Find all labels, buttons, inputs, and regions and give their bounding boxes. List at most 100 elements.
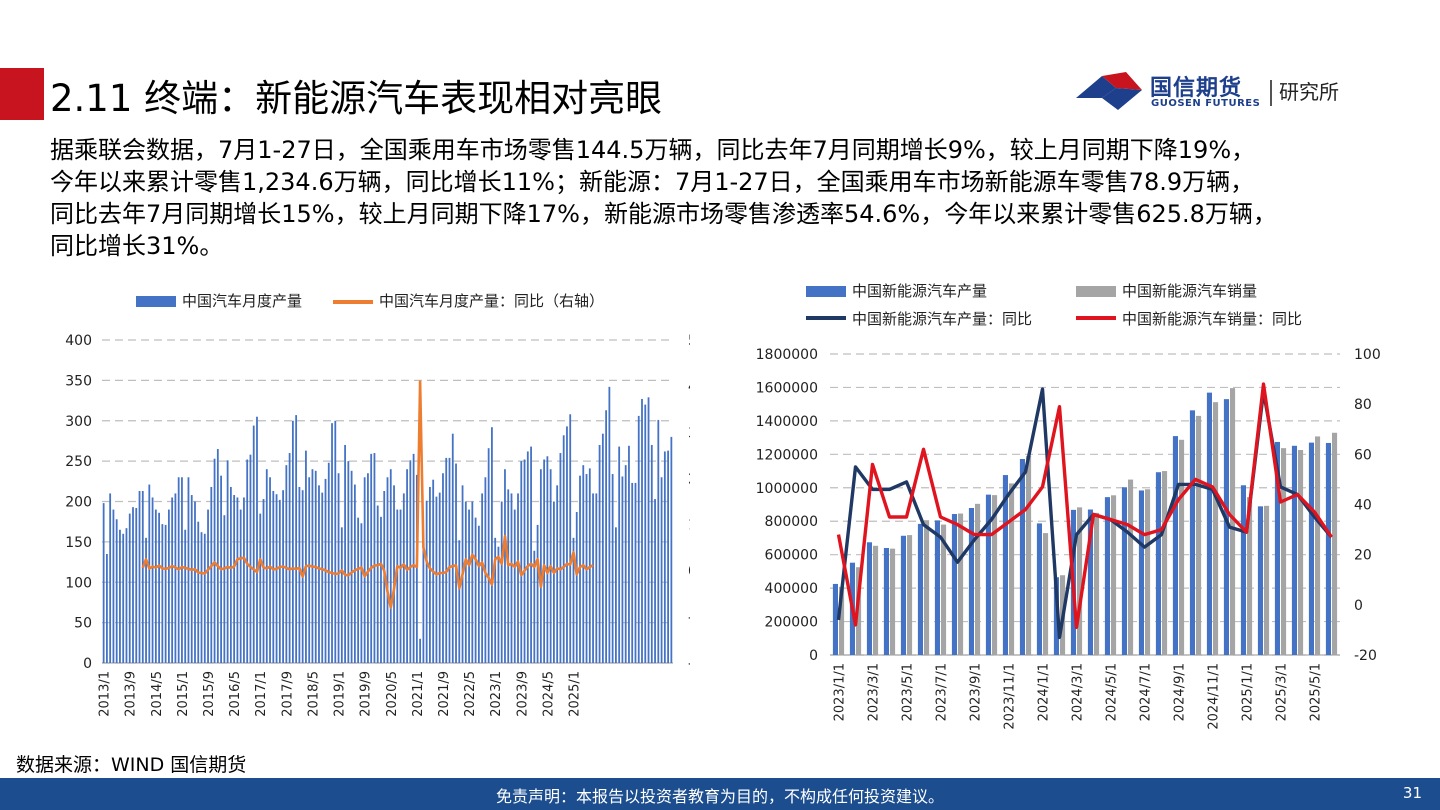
production-bar — [154, 509, 157, 663]
production-bar — [641, 398, 643, 663]
production-bar — [158, 512, 160, 663]
y-right-tick-label: 20 — [1354, 548, 1372, 564]
y-right-tick-label: -20 — [1354, 648, 1377, 664]
production-bar — [523, 459, 526, 663]
nev-production-bar — [1308, 442, 1314, 655]
production-bar — [321, 492, 324, 663]
production-bar — [487, 448, 490, 663]
production-bar — [380, 516, 382, 663]
production-bar — [660, 477, 663, 663]
production-bar — [194, 501, 196, 663]
nev-sales-bar — [941, 524, 947, 655]
production-bar — [167, 509, 170, 663]
x-tick-label: 2024/5/1 — [1105, 663, 1120, 721]
production-bar — [184, 529, 187, 663]
production-bar — [406, 469, 408, 663]
footer-bar: 免责声明：本报告以投资者教育为目的，不构成任何投资建议。 31 — [0, 778, 1440, 810]
production-bar — [200, 532, 203, 663]
production-bar — [275, 494, 278, 663]
legend-label-production: 中国汽车月度产量 — [182, 292, 302, 310]
production-bar — [621, 476, 624, 663]
legend-label-nev-production-yoy: 中国新能源汽车产量：同比 — [852, 310, 1032, 328]
production-bar — [122, 533, 125, 663]
nev-sales-bar — [1230, 388, 1236, 655]
nev-production-bar — [883, 547, 889, 655]
production-bar — [148, 484, 151, 663]
production-bar — [132, 507, 134, 663]
production-bar — [386, 477, 389, 663]
production-bar — [376, 505, 379, 663]
summary-line: 同比去年7月同期增长15%，较上月同期下降17%，新能源市场零售渗透率54.6%… — [50, 200, 1277, 228]
x-tick-label: 2023/9/1 — [969, 663, 984, 721]
production-bar — [269, 477, 271, 663]
production-bar — [331, 423, 333, 663]
production-bar — [601, 433, 604, 663]
y-right-tick-label: 100 — [1354, 347, 1381, 363]
production-bar — [262, 499, 265, 663]
production-bar — [119, 529, 121, 663]
production-bar — [647, 397, 650, 663]
nev-production-bar — [951, 514, 957, 655]
legend-swatch-production-bar — [136, 296, 176, 307]
x-tick-label: 2025/1/1 — [1241, 663, 1256, 721]
production-bar — [135, 507, 138, 663]
x-tick-label: 2019/9 — [359, 671, 374, 717]
production-bar — [634, 482, 637, 663]
page-title: 2.11 终端：新能源汽车表现相对亮眼 — [50, 77, 663, 120]
production-bar — [115, 519, 118, 663]
nev-sales-bar — [1247, 497, 1253, 655]
production-bar — [197, 521, 200, 663]
y-left-tick-label: 1400000 — [756, 414, 818, 430]
production-bar — [477, 525, 480, 663]
nev-sales-bar — [992, 495, 998, 655]
x-tick-label: 2015/9 — [202, 671, 217, 717]
x-tick-label: 2022/5 — [463, 671, 478, 717]
production-bar — [464, 501, 467, 663]
nev-production-bar — [832, 583, 838, 655]
production-bar — [353, 484, 356, 663]
nev-sales-bar — [1111, 495, 1117, 655]
data-source: 数据来源：WIND 国信期货 — [16, 754, 247, 776]
y-left-tick-label: 400 — [65, 333, 92, 349]
production-bar — [305, 450, 307, 663]
production-bar — [236, 497, 239, 663]
summary-line: 据乘联会数据，7月1-27日，全国乘用车市场零售144.5万辆，同比去年7月同期… — [50, 136, 1256, 164]
production-bar — [288, 453, 291, 663]
nev-production-bar — [1138, 490, 1144, 655]
y-left-tick-label: 100 — [65, 575, 92, 591]
production-bar — [605, 410, 608, 663]
nev-sales-bar — [907, 535, 913, 655]
production-bar — [654, 499, 656, 663]
nev-production-bar — [1223, 399, 1229, 655]
production-bar — [393, 485, 395, 663]
production-bar — [213, 458, 216, 663]
production-bar — [533, 550, 536, 663]
x-tick-label: 2024/7/1 — [1139, 663, 1154, 721]
nev-production-bar — [1087, 509, 1093, 655]
production-bar — [618, 446, 621, 663]
x-tick-label: 2021/1 — [411, 671, 426, 717]
x-tick-label: 2023/9 — [515, 671, 530, 717]
production-bar — [650, 444, 653, 663]
production-bar — [334, 420, 337, 663]
nev-sales-bar — [890, 548, 896, 655]
y-right-tick-label: 0 — [688, 564, 690, 580]
production-bar — [367, 473, 369, 663]
production-bar — [181, 477, 183, 663]
nev-sales-bar — [839, 586, 845, 655]
summary-paragraph: 据乘联会数据，7月1-27日，全国乘用车市场零售144.5万辆，同比去年7月同期… — [50, 134, 1410, 262]
production-bar — [504, 469, 506, 663]
nev-sales-bar — [924, 520, 930, 655]
nev-production-bar — [985, 494, 991, 655]
nev-production-bar — [1172, 436, 1178, 655]
y-left-tick-label: 800000 — [765, 514, 818, 530]
production-bar — [566, 426, 568, 663]
nev-sales-bar — [1128, 479, 1134, 655]
production-bar — [572, 537, 575, 663]
guosen-logo: 国信期货 研究所 GUOSEN FUTURES — [1072, 66, 1362, 116]
production-bar — [628, 445, 630, 663]
summary-line: 同比增长31%。 — [50, 232, 224, 260]
production-bar — [644, 404, 647, 663]
nev-production-bar — [1274, 441, 1280, 655]
production-bar — [344, 444, 346, 663]
